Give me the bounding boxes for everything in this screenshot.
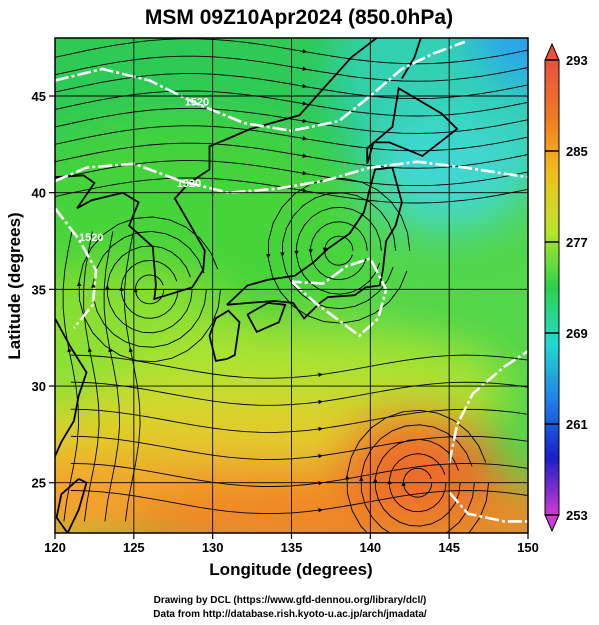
- colorbar-ticks: 253 261 269 277 285 293: [545, 53, 588, 523]
- colorbar-tick-label: 277: [566, 235, 588, 250]
- footer-line-1: Drawing by DCL (https://www.gfd-dennou.o…: [154, 595, 427, 606]
- streamline-arrow: [322, 247, 327, 253]
- streamline-arrow: [91, 283, 96, 288]
- contour-label: 1520: [177, 178, 201, 190]
- coastline: [401, 38, 422, 80]
- colorbar-tick-label: 253: [566, 508, 588, 523]
- streamline: [346, 409, 490, 533]
- x-tick-label: 130: [202, 540, 224, 555]
- contour-label: 1520: [79, 232, 103, 244]
- streamline-arrow: [318, 508, 324, 513]
- streamline: [106, 245, 193, 334]
- streamline: [388, 453, 447, 513]
- streamline: [70, 462, 528, 487]
- y-tick-label: 40: [32, 186, 46, 201]
- y-axis-ticks: 25 30 35 40 45: [32, 89, 55, 491]
- colorbar-tick-label: 285: [566, 144, 588, 159]
- x-tick-label: 135: [281, 540, 303, 555]
- colorbar-tick-label: 261: [566, 417, 588, 432]
- colorbar-body: [544, 59, 560, 516]
- streamline-arrow: [318, 453, 324, 459]
- streamline-arrow: [373, 478, 378, 483]
- coastline: [246, 301, 287, 334]
- streamline: [83, 231, 100, 522]
- colorbar-top-arrow: [544, 42, 560, 61]
- streamline-arrow: [302, 49, 308, 54]
- x-axis-ticks: 120 125 130 135 140 145 150: [44, 533, 539, 555]
- y-tick-label: 25: [32, 476, 46, 491]
- grid-lines: [55, 38, 528, 533]
- streamline-arrow: [318, 426, 324, 432]
- streamline: [70, 408, 528, 433]
- streamline-arrow: [67, 347, 72, 353]
- y-axis-label: Latitude (degrees): [5, 212, 24, 359]
- streamline: [62, 231, 80, 522]
- streamline-arrow: [108, 347, 113, 353]
- streamline-arrow: [359, 476, 364, 481]
- streamline: [70, 435, 528, 460]
- streamline-arrow: [302, 153, 308, 158]
- streamline-arrow: [302, 170, 308, 176]
- streamline-arrow: [302, 136, 308, 141]
- streamline: [78, 216, 221, 363]
- streamline-arrow: [302, 118, 308, 124]
- streamline: [70, 354, 528, 379]
- coastline: [226, 166, 403, 320]
- streamline: [281, 192, 397, 310]
- footer-line-2: Data from http://database.rish.kyoto-u.a…: [153, 609, 427, 620]
- streamline-arrow: [302, 66, 308, 71]
- streamline: [70, 490, 528, 515]
- streamline-arrow: [266, 254, 271, 259]
- streamline-arrow: [318, 399, 324, 405]
- contour-label: 1520: [185, 97, 209, 109]
- field-blob: [473, 38, 528, 86]
- streamline-arrow: [318, 372, 324, 378]
- y-tick-label: 45: [32, 89, 46, 104]
- plot-area: 1520 1520 1520: [54, 37, 529, 534]
- x-axis-label: Longitude (degrees): [209, 560, 372, 579]
- streamline-arrow: [133, 287, 138, 293]
- colorbar-tick-label: 269: [566, 326, 588, 341]
- x-tick-label: 145: [438, 540, 460, 555]
- x-tick-label: 140: [359, 540, 381, 555]
- contour-line: [290, 256, 388, 338]
- x-tick-label: 120: [44, 540, 66, 555]
- x-tick-label: 150: [517, 540, 539, 555]
- streamline: [360, 424, 475, 533]
- contour-line: [447, 350, 528, 464]
- coastline: [208, 309, 241, 362]
- contour-line: [55, 207, 98, 329]
- streamline-arrow: [87, 347, 93, 353]
- chart-title: MSM 09Z10Apr2024 (850.0hPa): [145, 6, 453, 29]
- streamline-arrow: [280, 252, 285, 257]
- contour-line: [55, 160, 528, 195]
- streamline-arrow: [308, 249, 313, 254]
- y-tick-label: 35: [32, 282, 46, 297]
- streamline-arrow: [294, 250, 299, 256]
- y-tick-label: 30: [32, 379, 46, 394]
- streamline-arrow: [76, 281, 82, 287]
- coastline: [55, 317, 88, 459]
- colorbar-tick-label: 293: [566, 53, 588, 68]
- streamline: [267, 177, 411, 324]
- streamline-arrow: [105, 284, 110, 290]
- colorbar-bottom-arrow: [544, 514, 560, 533]
- field-blob: [55, 453, 134, 533]
- x-tick-label: 125: [123, 540, 145, 555]
- streamline-arrow: [302, 101, 308, 106]
- streamline: [374, 438, 461, 527]
- streamline: [103, 231, 121, 522]
- streamline: [120, 259, 179, 319]
- streamline-arrow: [128, 347, 134, 353]
- coastline: [55, 38, 378, 301]
- streamline: [70, 381, 528, 406]
- colorbar: 253 261 269 277 285 293: [544, 42, 588, 533]
- streamline-arrow: [401, 481, 406, 486]
- streamline-arrow: [302, 83, 308, 89]
- contour-line: [448, 491, 528, 523]
- streamline-arrow: [302, 188, 308, 193]
